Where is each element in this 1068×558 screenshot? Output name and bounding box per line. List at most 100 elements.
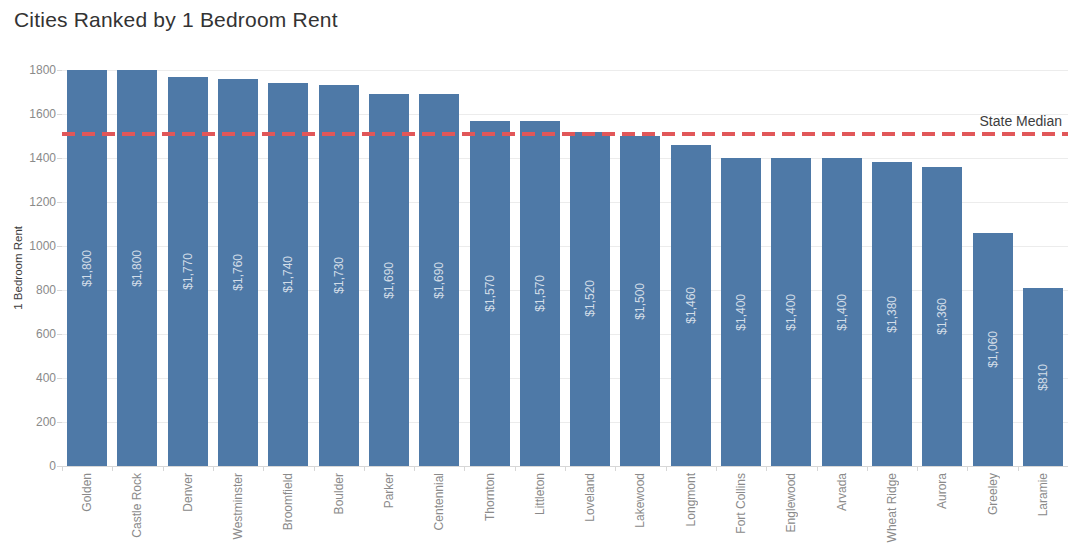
bar-value-label: $1,520 [583, 280, 597, 317]
x-axis-tick [62, 467, 63, 471]
x-axis-category-label-text: Longmont [684, 473, 698, 526]
bar-value-label: $1,760 [231, 254, 245, 291]
x-axis-tick [464, 467, 465, 471]
y-axis-tick-label: 1800 [0, 63, 56, 77]
plot-area: 020040060080010001200140016001800$1,800$… [0, 0, 1068, 558]
gridline [62, 290, 1068, 291]
x-axis-category-label: Centennial [414, 473, 464, 558]
bar-value-label: $1,690 [432, 262, 446, 299]
x-axis-tick [867, 467, 868, 471]
y-axis-tick [57, 202, 62, 203]
bar[interactable]: $1,060 [973, 233, 1013, 466]
x-axis-category-label-text: Westminster [231, 473, 245, 539]
bar-value-label: $1,460 [684, 287, 698, 324]
bar[interactable]: $1,570 [520, 121, 560, 466]
y-axis-tick [57, 422, 62, 423]
x-axis-category-label-text: Arvada [835, 473, 849, 511]
y-axis-tick-label: 0 [0, 459, 56, 473]
bar[interactable]: $1,570 [470, 121, 510, 466]
x-axis-category-label: Englewood [766, 473, 816, 558]
chart-canvas: Cities Ranked by 1 Bedroom Rent 1 Bedroo… [0, 0, 1068, 558]
x-axis-category-label: Laramie [1018, 473, 1068, 558]
x-axis-category-label: Parker [364, 473, 414, 558]
bar[interactable]: $1,400 [822, 158, 862, 466]
x-axis-category-label-text: Wheat Ridge [885, 473, 899, 542]
x-axis-category-label: Arvada [817, 473, 867, 558]
x-axis-category-label-text: Loveland [583, 473, 597, 522]
bar[interactable]: $810 [1023, 288, 1063, 466]
bar-value-label: $1,770 [181, 253, 195, 290]
x-axis-category-label: Westminster [213, 473, 263, 558]
bar-value-label: $1,060 [986, 331, 1000, 368]
x-axis-tick [364, 467, 365, 471]
bar-value-label: $1,500 [633, 283, 647, 320]
bar[interactable]: $1,740 [268, 83, 308, 466]
y-axis-tick-label: 1400 [0, 151, 56, 165]
bar[interactable]: $1,800 [67, 70, 107, 466]
gridline [62, 246, 1068, 247]
x-axis-category-label-text: Castle Rock [130, 473, 144, 538]
y-axis-tick [57, 158, 62, 159]
gridline [62, 422, 1068, 423]
x-axis-category-label-text: Fort Collins [734, 473, 748, 534]
y-axis-tick-label: 600 [0, 327, 56, 341]
bar-value-label: $1,800 [130, 250, 144, 287]
x-axis-tick [716, 467, 717, 471]
gridline [62, 114, 1068, 115]
x-axis-tick [1018, 467, 1019, 471]
bar[interactable]: $1,690 [419, 94, 459, 466]
x-axis-category-label-text: Parker [382, 473, 396, 508]
x-axis-tick [565, 467, 566, 471]
gridline [62, 202, 1068, 203]
x-axis-category-label: Castle Rock [112, 473, 162, 558]
y-axis-tick-label: 200 [0, 415, 56, 429]
x-axis-category-label: Aurora [917, 473, 967, 558]
y-axis-tick-label: 1200 [0, 195, 56, 209]
bar[interactable]: $1,520 [570, 132, 610, 466]
reference-line-label: State Median [980, 113, 1063, 129]
y-axis-tick-label: 1000 [0, 239, 56, 253]
x-axis-category-label-text: Littleton [533, 473, 547, 515]
x-axis-category-label: Littleton [515, 473, 565, 558]
x-axis-tick [163, 467, 164, 471]
y-axis-tick [57, 334, 62, 335]
bar[interactable]: $1,380 [872, 162, 912, 466]
bar-value-label: $1,800 [80, 250, 94, 287]
bar-value-label: $1,400 [734, 294, 748, 331]
x-axis-category-label-text: Boulder [332, 473, 346, 514]
bar[interactable]: $1,800 [117, 70, 157, 466]
x-axis-category-label: Boulder [314, 473, 364, 558]
x-axis-tick [817, 467, 818, 471]
x-axis-tick [314, 467, 315, 471]
bar[interactable]: $1,360 [922, 167, 962, 466]
y-axis-tick [57, 70, 62, 71]
x-axis-tick [112, 467, 113, 471]
bar-value-label: $1,730 [332, 257, 346, 294]
x-axis-tick [414, 467, 415, 471]
bar[interactable]: $1,730 [319, 85, 359, 466]
x-axis-category-label: Broomfield [263, 473, 313, 558]
x-axis-category-label-text: Denver [181, 473, 195, 512]
bar[interactable]: $1,760 [218, 79, 258, 466]
bar-value-label: $1,690 [382, 262, 396, 299]
y-axis-tick-label: 400 [0, 371, 56, 385]
x-axis-tick [766, 467, 767, 471]
x-axis-category-label: Longmont [666, 473, 716, 558]
bar[interactable]: $1,500 [620, 136, 660, 466]
x-axis-category-label: Loveland [565, 473, 615, 558]
bar[interactable]: $1,690 [369, 94, 409, 466]
bar-value-label: $1,740 [281, 256, 295, 293]
x-axis-category-label-text: Laramie [1036, 473, 1050, 516]
bar[interactable]: $1,400 [771, 158, 811, 466]
gridline [62, 334, 1068, 335]
gridline [62, 158, 1068, 159]
y-axis-tick-label: 800 [0, 283, 56, 297]
bar[interactable]: $1,460 [671, 145, 711, 466]
bar-value-label: $1,400 [835, 294, 849, 331]
x-axis-category-label-text: Golden [80, 473, 94, 512]
x-axis-category-label: Greeley [967, 473, 1017, 558]
y-axis-tick [57, 378, 62, 379]
bar[interactable]: $1,400 [721, 158, 761, 466]
gridline [62, 378, 1068, 379]
reference-line [62, 132, 1068, 136]
